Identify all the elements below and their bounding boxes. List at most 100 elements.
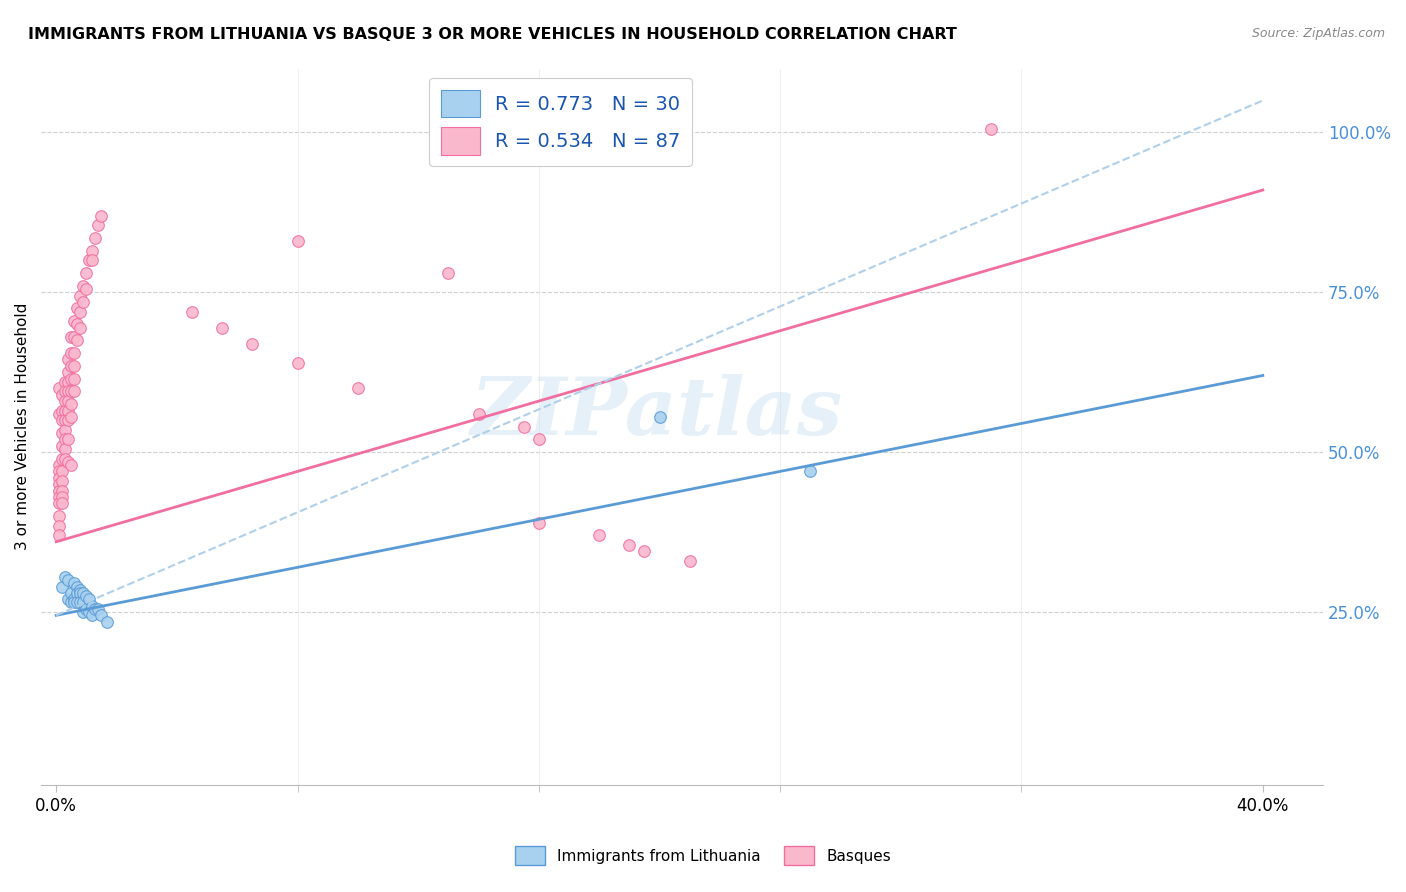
- Point: [51, 490, 73, 504]
- Point: [58, 375, 80, 389]
- Point: [79, 592, 101, 607]
- Point: [679, 554, 702, 568]
- Point: [980, 122, 1002, 136]
- Point: [66, 318, 89, 332]
- Point: [799, 464, 821, 478]
- Point: [75, 602, 97, 616]
- Point: [53, 570, 76, 584]
- Point: [69, 304, 91, 318]
- Point: [287, 234, 309, 248]
- Legend: R = 0.773   N = 30, R = 0.534   N = 87: R = 0.773 N = 30, R = 0.534 N = 87: [429, 78, 692, 166]
- Point: [87, 602, 110, 616]
- Point: [96, 615, 118, 629]
- Point: [48, 509, 70, 524]
- Point: [82, 244, 104, 258]
- Point: [63, 372, 86, 386]
- Point: [58, 403, 80, 417]
- Point: [53, 403, 76, 417]
- Point: [181, 304, 204, 318]
- Point: [48, 381, 70, 395]
- Point: [72, 279, 94, 293]
- Point: [648, 410, 671, 425]
- Point: [72, 586, 94, 600]
- Point: [48, 483, 70, 498]
- Point: [58, 365, 80, 379]
- Point: [51, 387, 73, 401]
- Point: [63, 330, 86, 344]
- Point: [58, 433, 80, 447]
- Point: [82, 608, 104, 623]
- Point: [58, 384, 80, 399]
- Point: [69, 288, 91, 302]
- Point: [84, 602, 107, 616]
- Point: [63, 346, 86, 360]
- Point: [69, 582, 91, 597]
- Point: [69, 320, 91, 334]
- Point: [82, 253, 104, 268]
- Point: [84, 231, 107, 245]
- Point: [72, 605, 94, 619]
- Point: [527, 516, 550, 530]
- Point: [53, 413, 76, 427]
- Point: [48, 471, 70, 485]
- Point: [75, 266, 97, 280]
- Point: [53, 394, 76, 409]
- Point: [51, 451, 73, 466]
- Text: ZIPatlas: ZIPatlas: [471, 374, 842, 451]
- Point: [211, 320, 233, 334]
- Point: [287, 356, 309, 370]
- Point: [63, 576, 86, 591]
- Point: [79, 253, 101, 268]
- Point: [87, 218, 110, 232]
- Point: [48, 528, 70, 542]
- Point: [60, 410, 83, 425]
- Point: [53, 375, 76, 389]
- Point: [619, 538, 641, 552]
- Point: [58, 592, 80, 607]
- Point: [48, 490, 70, 504]
- Point: [90, 209, 112, 223]
- Point: [53, 451, 76, 466]
- Point: [60, 359, 83, 373]
- Point: [51, 464, 73, 478]
- Text: IMMIGRANTS FROM LITHUANIA VS BASQUE 3 OR MORE VEHICLES IN HOUSEHOLD CORRELATION : IMMIGRANTS FROM LITHUANIA VS BASQUE 3 OR…: [28, 27, 957, 42]
- Point: [72, 595, 94, 609]
- Point: [58, 573, 80, 587]
- Point: [51, 496, 73, 510]
- Point: [58, 394, 80, 409]
- Point: [66, 334, 89, 348]
- Point: [63, 314, 86, 328]
- Point: [60, 397, 83, 411]
- Point: [51, 483, 73, 498]
- Point: [53, 423, 76, 437]
- Point: [66, 301, 89, 316]
- Point: [633, 544, 655, 558]
- Point: [75, 589, 97, 603]
- Point: [51, 403, 73, 417]
- Point: [51, 580, 73, 594]
- Point: [48, 496, 70, 510]
- Point: [69, 586, 91, 600]
- Point: [53, 442, 76, 456]
- Point: [60, 458, 83, 472]
- Legend: Immigrants from Lithuania, Basques: Immigrants from Lithuania, Basques: [509, 840, 897, 871]
- Point: [60, 330, 83, 344]
- Point: [240, 336, 263, 351]
- Point: [527, 433, 550, 447]
- Point: [69, 595, 91, 609]
- Point: [63, 592, 86, 607]
- Point: [58, 455, 80, 469]
- Point: [66, 586, 89, 600]
- Point: [513, 419, 536, 434]
- Text: Source: ZipAtlas.com: Source: ZipAtlas.com: [1251, 27, 1385, 40]
- Point: [51, 413, 73, 427]
- Point: [60, 595, 83, 609]
- Point: [82, 599, 104, 613]
- Point: [66, 580, 89, 594]
- Point: [437, 266, 460, 280]
- Point: [53, 384, 76, 399]
- Point: [58, 352, 80, 367]
- Point: [60, 372, 83, 386]
- Point: [63, 595, 86, 609]
- Point: [48, 407, 70, 421]
